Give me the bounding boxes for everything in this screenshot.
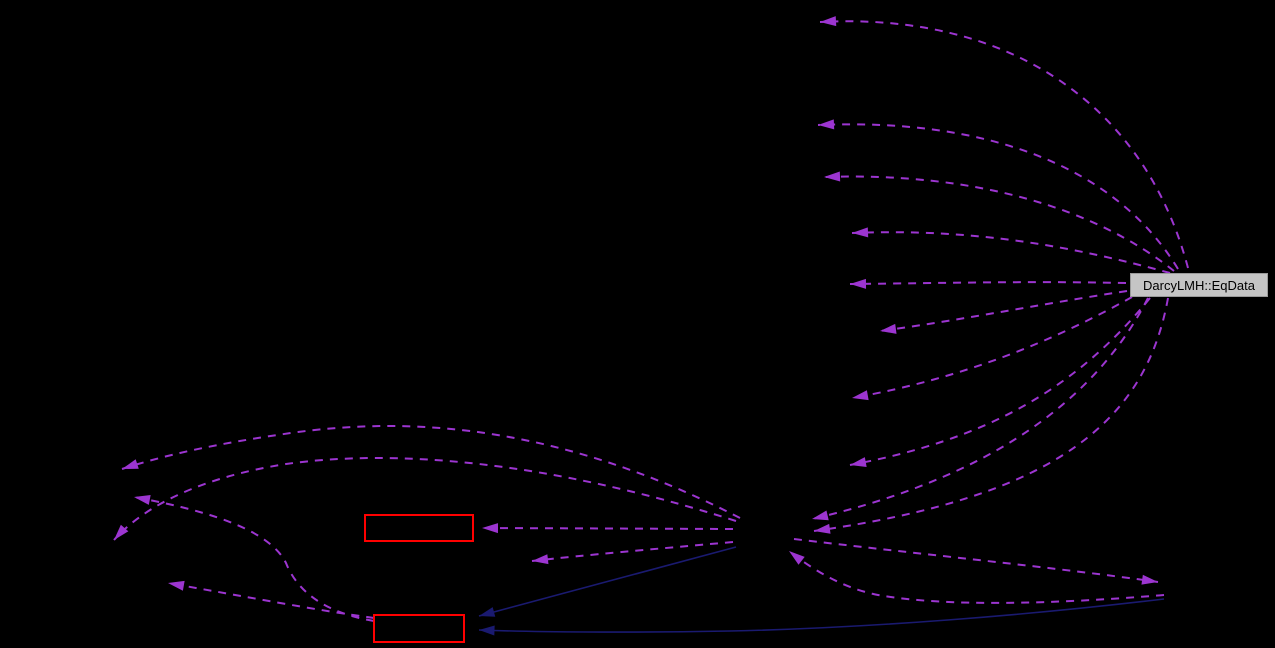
focal-node-darcylmh-eqdata[interactable]: DarcyLMH::EqData xyxy=(1130,273,1268,297)
usage-edge-10 xyxy=(811,297,1149,521)
usage-edge-3 xyxy=(823,171,1175,272)
usage-edge-15 xyxy=(133,495,375,622)
truncated-node-1[interactable] xyxy=(364,514,474,542)
usage-edge-16 xyxy=(167,580,375,619)
usage-edge-2 xyxy=(817,119,1179,270)
inheritance-edge-1 xyxy=(478,546,737,617)
usage-edge-1 xyxy=(819,16,1189,269)
focal-node-label: DarcyLMH::EqData xyxy=(1143,277,1255,293)
usage-edge-17 xyxy=(793,538,1159,585)
usage-edge-8 xyxy=(849,297,1151,467)
inheritance-edge-2 xyxy=(478,598,1165,636)
usage-edge-14 xyxy=(113,457,737,541)
truncated-node-2[interactable] xyxy=(373,614,465,643)
usage-edge-13 xyxy=(121,425,741,519)
usage-edge-18 xyxy=(788,550,1165,604)
usage-edge-4 xyxy=(851,227,1171,274)
usage-edge-7 xyxy=(851,296,1133,401)
usage-edge-5 xyxy=(849,278,1127,289)
usage-edge-11 xyxy=(481,523,734,534)
usage-edge-9 xyxy=(813,297,1169,534)
usage-edge-12 xyxy=(531,541,734,565)
usage-edge-6 xyxy=(879,290,1128,334)
